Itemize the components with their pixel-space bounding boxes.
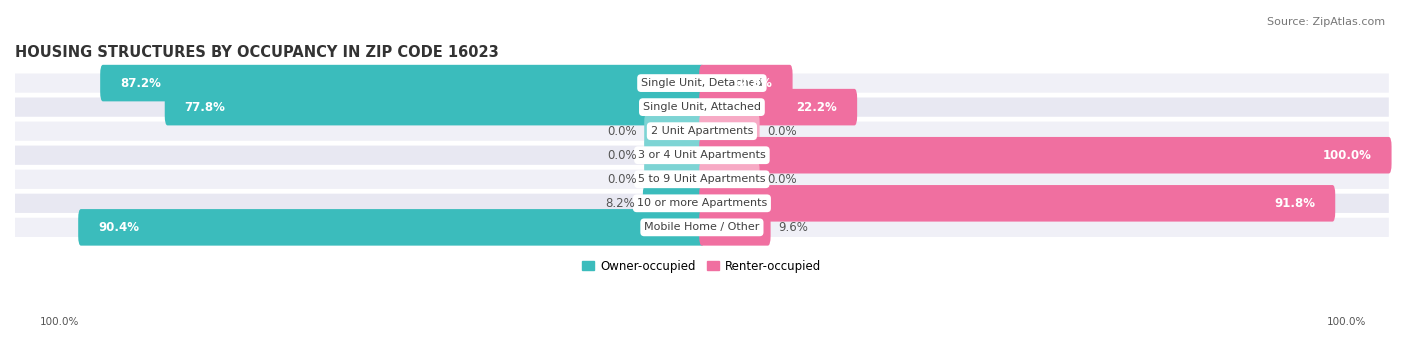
FancyBboxPatch shape: [699, 113, 759, 149]
Text: 9.6%: 9.6%: [778, 221, 808, 234]
FancyBboxPatch shape: [100, 65, 704, 101]
FancyBboxPatch shape: [643, 185, 704, 222]
FancyBboxPatch shape: [644, 137, 704, 173]
Text: 0.0%: 0.0%: [768, 125, 797, 138]
Text: 0.0%: 0.0%: [607, 173, 637, 186]
Text: 87.2%: 87.2%: [120, 77, 160, 90]
Text: Single Unit, Attached: Single Unit, Attached: [643, 102, 761, 112]
Legend: Owner-occupied, Renter-occupied: Owner-occupied, Renter-occupied: [578, 255, 827, 277]
Text: HOUSING STRUCTURES BY OCCUPANCY IN ZIP CODE 16023: HOUSING STRUCTURES BY OCCUPANCY IN ZIP C…: [15, 45, 499, 60]
Text: 100.0%: 100.0%: [1327, 317, 1367, 327]
FancyBboxPatch shape: [15, 218, 1389, 237]
FancyBboxPatch shape: [15, 146, 1389, 165]
Text: Single Unit, Detached: Single Unit, Detached: [641, 78, 762, 88]
Text: 100.0%: 100.0%: [39, 317, 79, 327]
FancyBboxPatch shape: [699, 209, 770, 246]
Text: 0.0%: 0.0%: [768, 173, 797, 186]
FancyBboxPatch shape: [699, 65, 793, 101]
Text: 10 or more Apartments: 10 or more Apartments: [637, 198, 768, 208]
Text: 5 to 9 Unit Apartments: 5 to 9 Unit Apartments: [638, 174, 766, 184]
Text: Mobile Home / Other: Mobile Home / Other: [644, 222, 759, 232]
Text: 91.8%: 91.8%: [1274, 197, 1316, 210]
FancyBboxPatch shape: [15, 74, 1389, 93]
Text: 3 or 4 Unit Apartments: 3 or 4 Unit Apartments: [638, 150, 766, 160]
FancyBboxPatch shape: [644, 161, 704, 198]
FancyBboxPatch shape: [79, 209, 704, 246]
FancyBboxPatch shape: [15, 194, 1389, 213]
Text: 22.2%: 22.2%: [796, 101, 837, 114]
FancyBboxPatch shape: [699, 161, 759, 198]
Text: 77.8%: 77.8%: [184, 101, 225, 114]
FancyBboxPatch shape: [699, 137, 1392, 173]
FancyBboxPatch shape: [15, 121, 1389, 141]
Text: 0.0%: 0.0%: [607, 149, 637, 162]
FancyBboxPatch shape: [165, 89, 704, 126]
Text: Source: ZipAtlas.com: Source: ZipAtlas.com: [1267, 17, 1385, 27]
FancyBboxPatch shape: [699, 185, 1336, 222]
Text: 100.0%: 100.0%: [1323, 149, 1372, 162]
Text: 0.0%: 0.0%: [607, 125, 637, 138]
FancyBboxPatch shape: [15, 170, 1389, 189]
FancyBboxPatch shape: [15, 97, 1389, 117]
FancyBboxPatch shape: [644, 113, 704, 149]
Text: 8.2%: 8.2%: [606, 197, 636, 210]
Text: 90.4%: 90.4%: [98, 221, 139, 234]
Text: 12.8%: 12.8%: [731, 77, 773, 90]
Text: 2 Unit Apartments: 2 Unit Apartments: [651, 126, 754, 136]
FancyBboxPatch shape: [699, 89, 858, 126]
